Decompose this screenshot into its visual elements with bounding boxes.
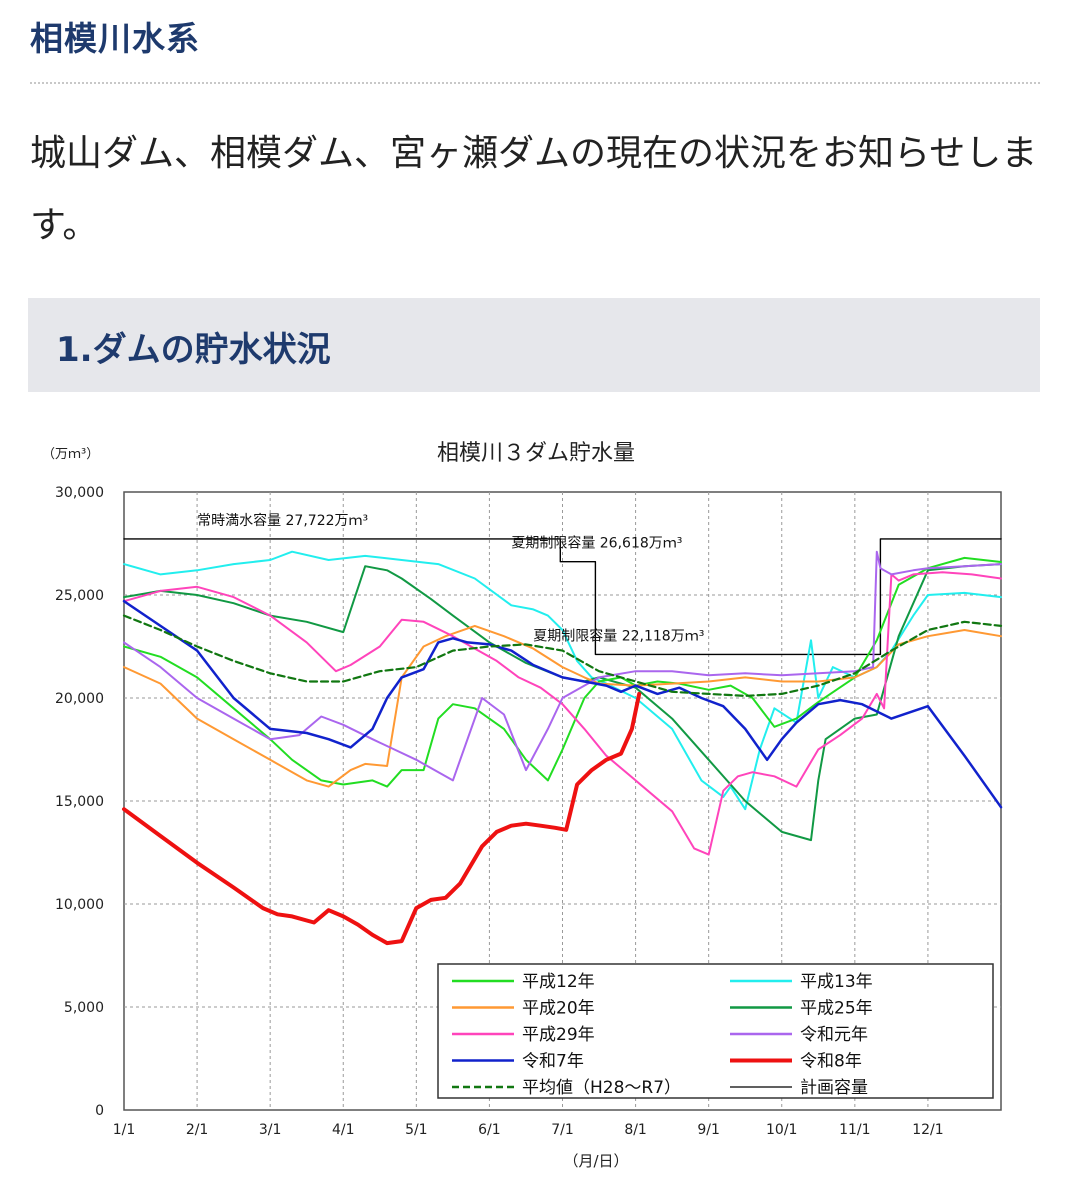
- x-tick-label: 7/1: [551, 1122, 574, 1138]
- x-tick-label: 12/1: [912, 1122, 943, 1138]
- x-tick-label: 11/1: [839, 1122, 870, 1138]
- series-line-4: [123, 624, 1002, 788]
- annotation-label: 夏期制限容量 26,618万ｍ³: [511, 535, 682, 552]
- x-tick-label: 8/1: [624, 1122, 647, 1138]
- y-axis-label: （万ｍ³）: [42, 447, 99, 462]
- x-tick-label: 6/1: [478, 1122, 501, 1138]
- y-tick-label: 30,000: [55, 485, 104, 501]
- legend-label: 平成13年: [800, 972, 873, 992]
- section-title: 1.ダムの貯水状況: [56, 330, 331, 370]
- annotation-label: 常時満水容量 27,722万ｍ³: [197, 512, 368, 529]
- chart-title: 相模川３ダム貯水量: [437, 441, 635, 466]
- series-line-6: [123, 550, 1002, 782]
- x-tick-label: 4/1: [332, 1122, 355, 1138]
- legend-label: 計画容量: [800, 1078, 868, 1098]
- legend-label: 令和8年: [800, 1052, 862, 1072]
- legend-label: 平成20年: [522, 999, 595, 1019]
- x-tick-label: 10/1: [766, 1122, 797, 1138]
- y-tick-label: 0: [95, 1103, 104, 1119]
- legend-label: 令和元年: [800, 1025, 868, 1045]
- legend-label: 平成25年: [800, 999, 873, 1019]
- series-line-3: [123, 556, 1002, 788]
- y-ticks: 0 5,000 10,000 15,000 20,000 25,000 30,000: [55, 485, 104, 1119]
- annotation-label: 夏期制限容量 22,118万ｍ³: [533, 627, 704, 644]
- series-line-8: [122, 691, 642, 946]
- intro-text: 城山ダム、相模ダム、宮ヶ瀬ダムの現在の状況をお知らせします。: [30, 133, 1038, 246]
- y-tick-label: 20,000: [55, 691, 104, 707]
- series-line-0: [123, 538, 1002, 656]
- x-tick-label: 2/1: [186, 1122, 209, 1138]
- series-line-9: [122, 614, 1003, 697]
- x-tick-label: 1/1: [113, 1122, 136, 1138]
- section-header: [28, 298, 1040, 392]
- y-tick-label: 10,000: [55, 897, 104, 913]
- x-tick-label: 9/1: [697, 1122, 720, 1138]
- x-ticks: 1/1 2/1 3/1 4/1 5/1 6/1 7/1 8/1 9/1 10/1 11/1 12/1: [113, 1122, 944, 1138]
- legend-label: 平成29年: [522, 1025, 595, 1045]
- legend-box: [437, 963, 994, 1099]
- series-line-7: [122, 599, 1003, 809]
- series-line-5: [123, 571, 1002, 856]
- page-title: 相模川水系: [30, 19, 200, 58]
- y-tick-label: 25,000: [55, 588, 104, 604]
- x-tick-label: 3/1: [259, 1122, 282, 1138]
- x-tick-label: 5/1: [405, 1122, 428, 1138]
- title-divider: [30, 82, 1040, 84]
- annotations: 常時満水容量 27,722万ｍ³ 夏期制限容量 26,618万ｍ³ 夏期制限容量 2…: [197, 512, 704, 644]
- legend-label: 令和7年: [522, 1052, 584, 1072]
- legend-label: 平均値（H28～R7）: [522, 1078, 681, 1098]
- y-tick-label: 5,000: [64, 1000, 104, 1016]
- series-layer: [122, 538, 1003, 946]
- x-axis-label: （月/日）: [563, 1152, 628, 1170]
- y-tick-label: 15,000: [55, 794, 104, 810]
- legend-label: 平成12年: [522, 972, 595, 992]
- storage-chart: 相模川３ダム貯水量 （万ｍ³） （月/日） 0 5,000 10,000 15,000…: [42, 441, 1003, 1170]
